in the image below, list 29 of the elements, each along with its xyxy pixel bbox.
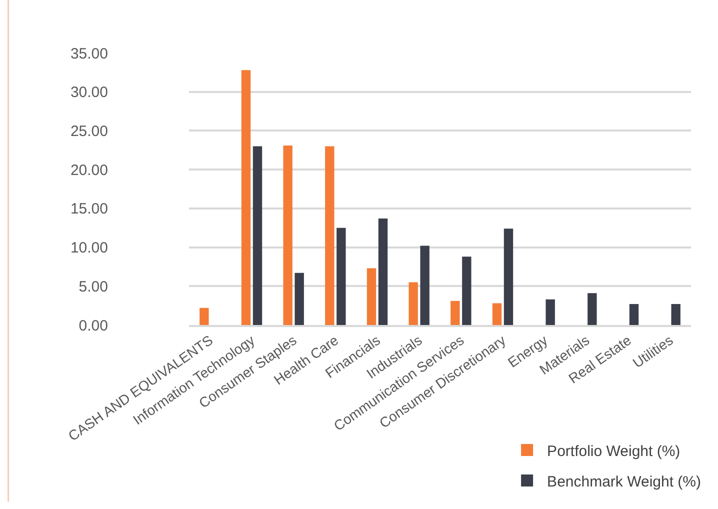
bar [462, 256, 472, 325]
bar [504, 228, 514, 325]
y-tick-label: 0.00 [78, 317, 108, 334]
y-tick-label: 30.00 [70, 84, 108, 102]
y-tick-label: 35.00 [70, 45, 108, 62]
legend-label: Benchmark Weight (%) [547, 473, 702, 490]
bar [492, 303, 502, 325]
bar [588, 293, 597, 325]
bar [546, 299, 555, 325]
bar [200, 308, 209, 325]
y-tick-label: 20.00 [70, 162, 108, 179]
bar [378, 218, 388, 325]
y-tick-label: 10.00 [70, 240, 108, 257]
bar [420, 246, 430, 325]
bar [252, 146, 262, 325]
bar [325, 146, 334, 325]
bar [450, 300, 460, 325]
bar [366, 268, 376, 325]
bar [241, 70, 251, 325]
y-tick-label: 5.00 [78, 278, 108, 296]
bar [294, 272, 304, 325]
legend-label: Portfolio Weight (%) [547, 442, 680, 460]
bar [629, 304, 639, 325]
y-tick-label: 25.00 [70, 122, 108, 140]
y-tick-label: 15.00 [70, 200, 108, 218]
bar [283, 145, 292, 325]
bar [408, 282, 418, 325]
bar [671, 304, 680, 325]
bar [336, 228, 346, 325]
